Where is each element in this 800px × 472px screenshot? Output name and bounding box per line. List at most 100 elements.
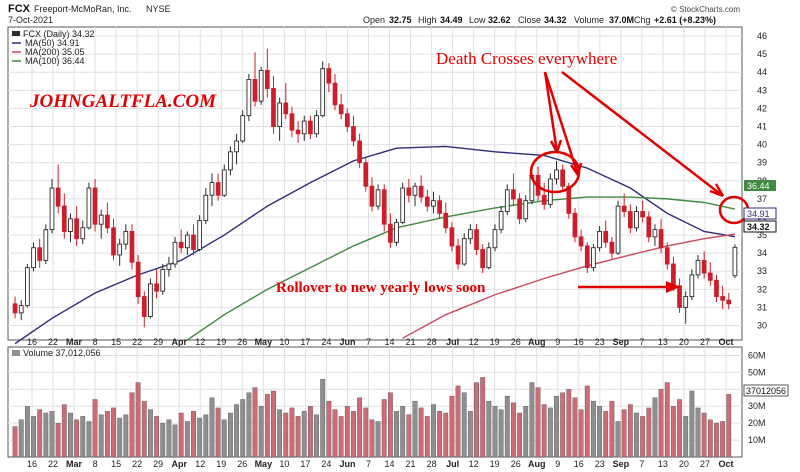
candle-body [603, 230, 609, 243]
x-tick-label: Aug [528, 337, 546, 347]
candle-body [80, 227, 86, 240]
volume-bar [535, 387, 541, 458]
volume-bar [369, 419, 375, 458]
y-tick-label: 37 [757, 194, 767, 204]
candle-body [523, 200, 529, 220]
volume-bar [467, 411, 473, 458]
legend-ma100: MA(100) 36.44 [25, 56, 85, 66]
x-tick-label-bottom: 14 [385, 459, 395, 469]
candle-body [431, 200, 436, 207]
candle-body [707, 272, 713, 281]
candle-body [141, 296, 147, 317]
candle-body [381, 189, 387, 225]
volume-bar [234, 404, 239, 458]
candle-body [197, 220, 203, 250]
badge-ma100 [744, 180, 776, 191]
y-tick-label: 33 [757, 266, 767, 276]
volume-bar [111, 407, 116, 458]
x-tick-label-bottom: Jul [446, 459, 459, 469]
y-tick-label: 32 [757, 284, 767, 294]
volume-bar [449, 395, 455, 458]
x-tick-label-bottom: 27 [700, 459, 710, 469]
candle-body [517, 198, 522, 220]
watermark-text: JOHNGALTFLA.COM [29, 91, 217, 112]
date-axis-ticks-bottom: 16 22 Mar 8 15 22 29 Apr 12 19 26 May 10 17 24 Jun 7 14 21… [27, 459, 734, 469]
price-badges: 36.44 34.91 34.32 37012056 [743, 180, 789, 397]
volume-bar [498, 409, 504, 458]
candle-body [277, 102, 282, 127]
candle-body [37, 247, 43, 261]
volume-bar [221, 419, 227, 458]
x-tick-label: Oct [718, 337, 733, 347]
candle-body [578, 236, 584, 247]
close-value: 34.32 [544, 15, 567, 25]
volume-bar [135, 382, 141, 458]
arrow-head-3b [714, 183, 725, 197]
low-label: Low [469, 15, 486, 25]
x-tick-label-bottom: 16 [574, 459, 584, 469]
legend-price: FCX (Daily) 34.32 [23, 29, 95, 39]
close-label: Close [518, 15, 541, 25]
company-name: Freeport-McMoRan, Inc. [34, 4, 132, 14]
legend-swatch-price [12, 31, 20, 36]
candle-body [621, 205, 627, 212]
volume-bar [412, 400, 418, 458]
candle-body [609, 241, 615, 254]
x-tick-label: 26 [511, 337, 521, 347]
candle-body [172, 241, 178, 265]
badge-volume [743, 384, 789, 397]
volume-bar [424, 416, 430, 458]
candle-body [597, 230, 602, 249]
volume-bar [49, 411, 55, 458]
rollover-annotation: Rollover to new yearly lows soon [276, 280, 486, 296]
x-tick-label: 7 [639, 337, 644, 347]
volume-bar [166, 419, 172, 458]
badge-ma100-text: 36.44 [747, 181, 770, 191]
x-tick-label-bottom: 29 [153, 459, 163, 469]
candle-body [615, 205, 621, 254]
volume-bar [215, 407, 221, 458]
volume-bar [566, 389, 572, 458]
legend-volume: Volume 37,012,056 [23, 348, 101, 358]
x-tick-label-bottom: 20 [679, 459, 689, 469]
x-tick-label: 24 [321, 337, 331, 347]
volume-bar [621, 409, 627, 458]
volume-bar [707, 419, 713, 458]
x-tick-label: 15 [111, 337, 121, 347]
x-tick-label-bottom: Jun [339, 459, 355, 469]
volume-bar [658, 389, 664, 458]
x-tick-label: 22 [132, 337, 142, 347]
volume-bar [203, 414, 209, 458]
volume-bar [314, 414, 319, 458]
candle-body [191, 234, 196, 250]
x-tick-label: 12 [469, 337, 479, 347]
volume-bar [160, 422, 166, 458]
candle-body [105, 214, 110, 229]
candle-body [68, 218, 73, 232]
candle-body [55, 187, 61, 207]
x-tick-label: 14 [385, 337, 395, 347]
volume-bar [529, 382, 535, 458]
candle-body [394, 221, 399, 243]
low-value: 32.62 [488, 15, 511, 25]
candle-body [43, 229, 49, 261]
candle-body [351, 126, 356, 142]
volume-bar [584, 385, 590, 458]
volume-bar [431, 404, 436, 458]
ticker-symbol: FCX [8, 3, 31, 15]
volume-bar [504, 395, 510, 458]
candle-body [369, 185, 375, 207]
x-tick-label: 12 [195, 337, 205, 347]
ma50-line [14, 145, 736, 345]
candle-body [480, 249, 486, 269]
candle-body [363, 162, 369, 187]
volume-bar [172, 424, 178, 458]
volume-bar [640, 416, 646, 458]
volume-bar [683, 416, 689, 458]
candle-body [400, 187, 406, 223]
candle-body [344, 113, 350, 127]
volume-bar [474, 382, 479, 458]
x-tick-label-bottom: 16 [27, 459, 37, 469]
volume-bar [240, 399, 246, 458]
candle-body [326, 68, 332, 84]
